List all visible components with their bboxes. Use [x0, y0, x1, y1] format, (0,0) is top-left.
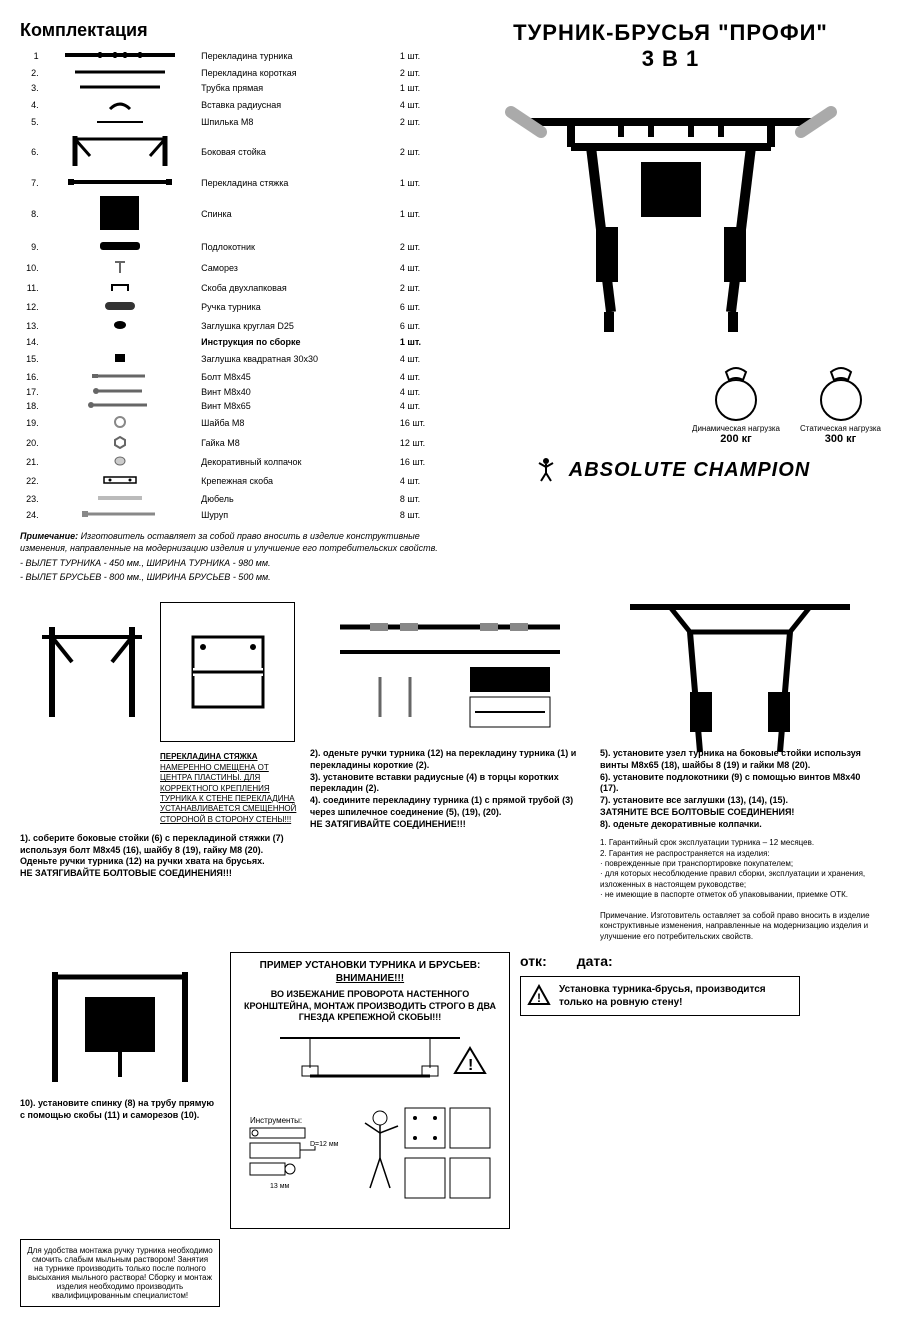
- static-load: Статическая нагрузка 300 кг: [800, 362, 881, 445]
- dynamic-load: Динамическая нагрузка 200 кг: [692, 362, 780, 445]
- dimension-1: - ВЫЛЕТ ТУРНИКА - 450 мм., ШИРИНА ТУРНИК…: [20, 558, 440, 568]
- step-10: 10). установите спинку (8) на трубу прям…: [20, 952, 220, 1229]
- part-row: 20.Гайка М812 шт.: [20, 433, 440, 453]
- part-row: 16.Болт М8х454 шт.: [20, 369, 440, 385]
- mounting-example: ПРИМЕР УСТАНОВКИ ТУРНИКА И БРУСЬЕВ: ВНИМ…: [230, 952, 510, 1229]
- step-1: ПЕРЕКЛАДИНА СТЯЖКА НАМЕРЕННО СМЕЩЕНА ОТ …: [20, 602, 300, 942]
- soap-note: Для удобства монтажа ручку турника необх…: [20, 1239, 220, 1307]
- part-row: 1Перекладина турника1 шт.: [20, 47, 440, 65]
- part-row: 14.Инструкция по сборке1 шт.: [20, 335, 440, 349]
- part-row: 6.Боковая стойка2 шт.: [20, 129, 440, 175]
- part-row: 17.Винт М8х404 шт.: [20, 385, 440, 399]
- part-row: 24.Шуруп8 шт.: [20, 507, 440, 523]
- otk-section: отк: дата: ! Установка турника-брусья, п…: [520, 952, 800, 1229]
- part-row: 11.Скоба двухлапковая2 шт.: [20, 279, 440, 297]
- part-row: 10.Саморез4 шт.: [20, 257, 440, 279]
- brand-logo: ABSOLUTE CHAMPION: [460, 455, 881, 485]
- part-row: 21.Декоративный колпачок16 шт.: [20, 453, 440, 471]
- part-row: 19.Шайба М816 шт.: [20, 413, 440, 433]
- dimension-2: - ВЫЛЕТ БРУСЬЕВ - 800 мм., ШИРИНА БРУСЬЕ…: [20, 572, 440, 582]
- parts-table: 1Перекладина турника1 шт.2.Перекладина к…: [20, 47, 440, 523]
- part-row: 2.Перекладина короткая2 шт.: [20, 65, 440, 81]
- part-row: 15.Заглушка квадратная 30х304 шт.: [20, 349, 440, 369]
- warning-icon: !: [527, 984, 551, 1008]
- svg-text:!: !: [537, 991, 541, 1005]
- part-row: 13.Заглушка круглая D256 шт.: [20, 317, 440, 335]
- part-row: 5.Шпилька М82 шт.: [20, 115, 440, 129]
- parts-heading: Комплектация: [20, 20, 440, 41]
- svg-text:!: !: [468, 1057, 473, 1074]
- product-image: [460, 72, 881, 352]
- part-row: 4.Вставка радиусная4 шт.: [20, 95, 440, 115]
- step-5-8: 5). установите узел турника на боковые с…: [600, 602, 880, 942]
- svg-text:Инструменты:: Инструменты:: [250, 1116, 302, 1125]
- svg-text:D=12 мм: D=12 мм: [310, 1141, 339, 1148]
- part-row: 12.Ручка турника6 шт.: [20, 297, 440, 317]
- part-row: 3.Трубка прямая1 шт.: [20, 81, 440, 95]
- step-2-4: 2). оденьте ручки турника (12) на перекл…: [310, 602, 590, 942]
- footnote: Примечание: Изготовитель оставляет за со…: [20, 531, 440, 554]
- part-row: 22.Крепежная скоба4 шт.: [20, 471, 440, 491]
- part-row: 8.Спинка1 шт.: [20, 191, 440, 237]
- product-subtitle: 3 В 1: [460, 46, 881, 72]
- svg-text:13 мм: 13 мм: [270, 1183, 290, 1190]
- part-row: 23.Дюбель8 шт.: [20, 491, 440, 507]
- part-row: 9.Подлокотник2 шт.: [20, 237, 440, 257]
- part-row: 18.Винт М8х654 шт.: [20, 399, 440, 413]
- part-row: 7.Перекладина стяжка1 шт.: [20, 175, 440, 191]
- product-title: ТУРНИК-БРУСЬЯ "ПРОФИ": [460, 20, 881, 46]
